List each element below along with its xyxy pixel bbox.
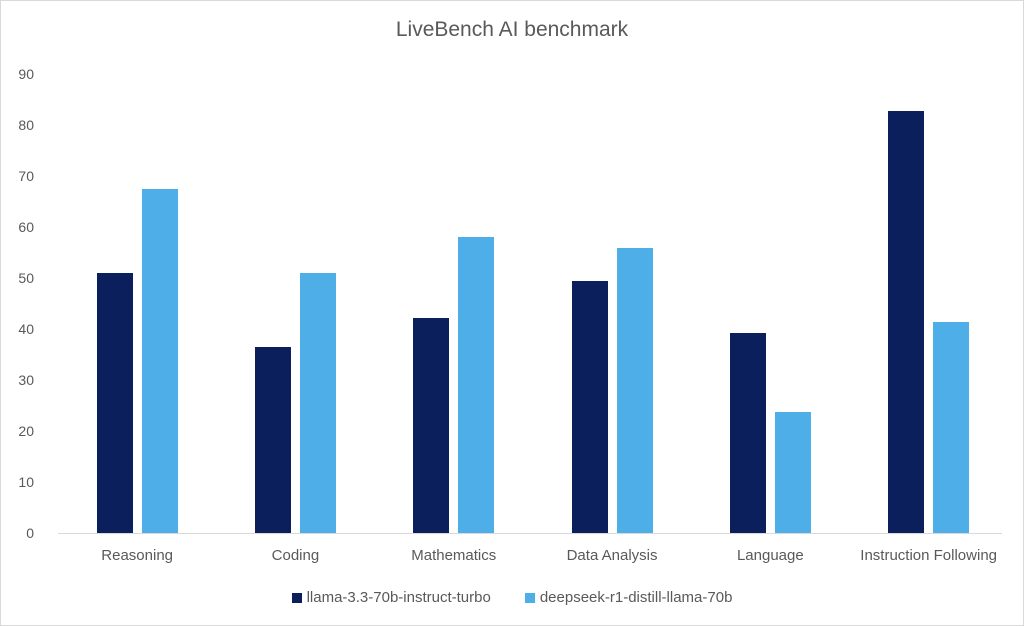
bar-deepseek (299, 272, 336, 533)
legend-item: llama-3.3-70b-instruct-turbo (291, 589, 491, 606)
bar-llama (888, 111, 925, 533)
legend-swatch-icon (524, 592, 535, 603)
y-tick-label: 80 (18, 117, 34, 133)
y-tick-label: 30 (18, 372, 34, 388)
x-tick-label: Language (736, 547, 804, 564)
bar-deepseek (774, 412, 811, 533)
legend-item: deepseek-r1-distill-llama-70b (524, 589, 733, 606)
bar-deepseek (458, 237, 495, 533)
y-tick-label: 90 (18, 66, 34, 82)
y-tick-label: 70 (18, 168, 34, 184)
y-tick-label: 10 (18, 474, 34, 490)
x-tick-label: Instruction Following (860, 547, 998, 564)
bar-deepseek (141, 188, 178, 533)
legend: llama-3.3-70b-instruct-turbo deepseek-r1-… (0, 589, 1024, 606)
y-tick-label: 50 (18, 270, 34, 286)
legend-label: deepseek-r1-distill-llama-70b (539, 589, 733, 606)
bar-deepseek (616, 247, 653, 533)
bar-llama (254, 346, 291, 533)
y-tick-label: 20 (18, 423, 34, 439)
legend-label: llama-3.3-70b-instruct-turbo (306, 589, 491, 606)
bar-llama (571, 281, 608, 533)
bar-llama (96, 272, 133, 533)
legend-swatch-icon (291, 592, 302, 603)
y-tick-label: 40 (18, 321, 34, 337)
x-axis-line (58, 533, 1002, 534)
x-tick-label: Coding (271, 547, 320, 564)
y-tick-label: 60 (18, 219, 34, 235)
bar-llama (413, 317, 450, 533)
bar-deepseek (933, 321, 970, 533)
bar-llama (729, 333, 766, 533)
chart-title: LiveBench AI benchmark (395, 18, 629, 41)
x-tick-label: Data Analysis (566, 547, 658, 564)
y-tick-label: 0 (26, 525, 34, 541)
x-tick-label: Reasoning (101, 547, 173, 564)
x-tick-label: Mathematics (411, 547, 497, 564)
